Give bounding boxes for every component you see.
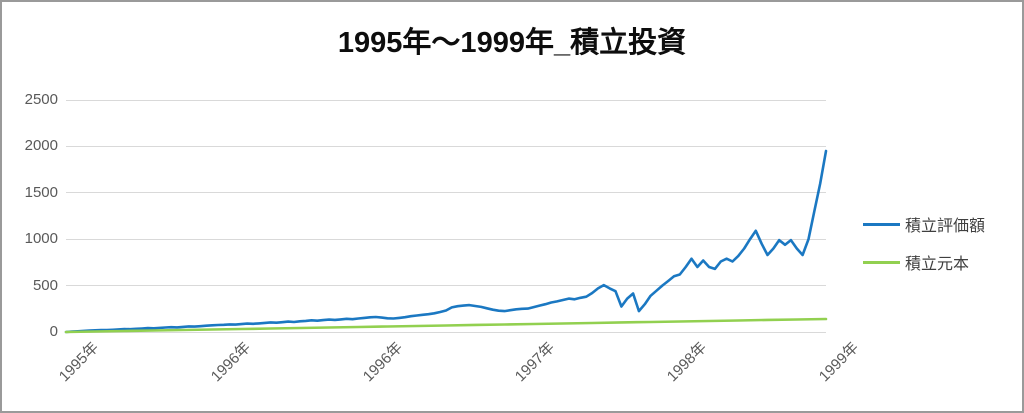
y-axis-tick-label: 2500 — [24, 91, 58, 108]
gridline — [66, 285, 826, 287]
y-axis-tick-label: 0 — [49, 323, 58, 340]
valuation-series-line — [64, 149, 828, 334]
gridline — [66, 145, 826, 147]
gridline — [66, 99, 826, 101]
legend-label-valuation: 積立評価額 — [905, 218, 986, 235]
y-axis-tick-label: 1000 — [24, 230, 58, 248]
legend-item-principal: 積立元本 — [863, 253, 985, 273]
x-axis-tick-label: 1996年 — [207, 339, 255, 386]
legend-label-principal: 積立元本 — [905, 256, 970, 273]
gridline — [66, 238, 826, 240]
principal-line-swatch — [863, 260, 900, 264]
principal-series-line — [64, 317, 828, 334]
x-axis-tick-label: 1998年 — [663, 339, 711, 386]
gridline — [66, 192, 826, 194]
x-axis-tick-label: 1995年 — [55, 339, 103, 386]
legend-item-valuation: 積立評価額 — [863, 215, 986, 235]
y-axis-tick-label: 2000 — [24, 137, 58, 155]
legend: 積立評価額 積立元本 — [863, 215, 985, 291]
y-axis-tick-label: 500 — [32, 276, 58, 294]
plot-svg — [64, 149, 828, 334]
x-axis-tick-label: 1999年 — [815, 339, 863, 386]
chart-title: 1995年～1999年_積立投資 — [337, 27, 687, 59]
valuation-line-swatch — [863, 222, 900, 226]
x-axis-tick-label: 1997年 — [511, 339, 559, 386]
gridline — [66, 331, 826, 333]
x-axis-tick-label: 1996年 — [359, 339, 407, 386]
y-axis-tick-label: 1500 — [24, 183, 58, 201]
